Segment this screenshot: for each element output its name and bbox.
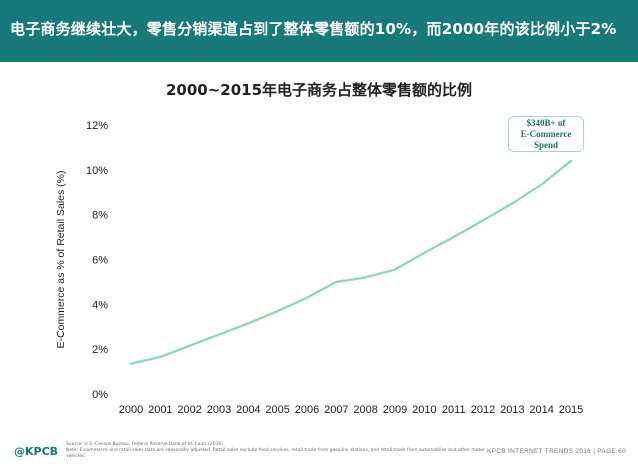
data-point: [511, 202, 514, 205]
x-tick-label: 2003: [207, 404, 231, 416]
page-footer: KPCB INTERNET TRENDS 2016 | PAGE 60: [487, 448, 626, 455]
callout-line-3: Spend: [533, 140, 559, 150]
data-point: [452, 236, 455, 238]
y-tick-label: 4%: [92, 299, 108, 311]
source-line-2: Note: E-commerce and retail sales data a…: [66, 448, 485, 459]
x-tick-label: 2015: [559, 404, 583, 416]
data-point: [159, 356, 162, 358]
x-tick-label: 2014: [529, 404, 553, 416]
header-text: 电子商务继续壮大，零售分销渠道占到了整体零售额的10%，而2000年的该比例小于…: [10, 20, 617, 38]
callout-line-2: E-Commerce: [520, 129, 572, 139]
x-tick-label: 2008: [353, 404, 377, 416]
callout-line-1: $340B+ of: [526, 118, 566, 128]
x-tick-label: 2002: [177, 404, 201, 416]
y-tick-label: 0%: [92, 389, 108, 401]
x-tick-label: 2001: [148, 404, 172, 416]
data-point: [130, 362, 132, 365]
data-point: [247, 322, 250, 325]
data-point: [218, 333, 220, 336]
y-tick-label: 8%: [92, 210, 108, 222]
y-tick-label: 6%: [92, 255, 108, 267]
data-point: [276, 310, 279, 312]
x-tick-label: 2009: [383, 404, 407, 416]
x-tick-label: 2007: [324, 404, 348, 416]
data-point: [306, 296, 308, 299]
data-point: [364, 276, 367, 279]
y-axis-label: E-Commerce as % of Retail Sales (%): [55, 171, 67, 349]
source-line-1: Source: U.S. Census Bureau, Federal Rese…: [66, 442, 224, 447]
data-point: [423, 251, 426, 254]
x-tick-label: 2011: [442, 404, 466, 416]
data-point: [540, 183, 543, 186]
x-tick-label: 2005: [265, 404, 289, 416]
slide-header: 电子商务继续壮大，零售分销渠道占到了整体零售额的10%，而2000年的该比例小于…: [0, 0, 638, 62]
x-tick-label: 2000: [119, 404, 143, 416]
data-point: [570, 160, 572, 162]
chart-title: 2000~2015年电子商务占整体零售额的比例: [165, 81, 473, 99]
series-line: [129, 159, 573, 365]
data-point: [335, 281, 338, 283]
y-tick-label: 12%: [86, 120, 108, 132]
brand-logo: @KPCB: [14, 445, 59, 458]
y-tick-label: 10%: [86, 165, 108, 177]
data-point: [394, 268, 396, 271]
data-point: [188, 345, 191, 347]
x-tick-label: 2010: [412, 404, 436, 416]
y-tick-label: 2%: [92, 344, 108, 356]
data-point: [482, 219, 484, 222]
x-tick-label: 2006: [295, 404, 319, 416]
x-tick-label: 2013: [500, 404, 524, 416]
x-tick-label: 2004: [236, 404, 260, 416]
source-note: Source: U.S. Census Bureau, Federal Rese…: [66, 442, 496, 460]
x-tick-label: 2012: [471, 404, 495, 416]
spend-callout: $340B+ of E-Commerce Spend: [508, 116, 584, 152]
